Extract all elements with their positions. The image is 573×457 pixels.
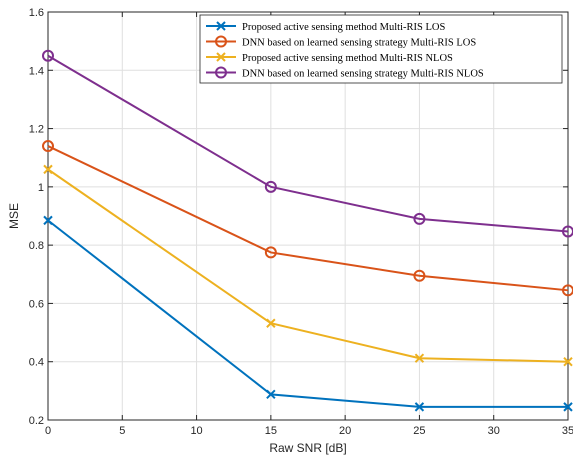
y-tick-label: 1.4 <box>29 65 44 77</box>
data-point <box>413 212 426 225</box>
y-tick-label: 0.6 <box>29 298 44 310</box>
x-tick-label: 30 <box>488 425 500 437</box>
legend-item: DNN based on learned sensing strategy Mu… <box>206 35 476 49</box>
legend-box <box>199 14 563 84</box>
legend-item: Proposed active sensing method Multi-RIS… <box>206 21 445 33</box>
series-layer <box>42 49 573 412</box>
data-point <box>42 140 54 153</box>
legend-marker <box>215 35 227 48</box>
data-point <box>563 357 573 367</box>
legend-label: DNN based on learned sensing strategy Mu… <box>242 69 484 80</box>
x-axis-label: Raw SNR [dB] <box>269 441 346 455</box>
legend-marker <box>216 52 226 62</box>
series-line <box>47 54 569 233</box>
data-point <box>413 269 426 282</box>
x-tick-label: 20 <box>339 425 351 437</box>
series-2 <box>42 140 573 297</box>
series-4 <box>42 49 573 238</box>
x-tick-label: 35 <box>562 425 573 437</box>
legend-marker <box>215 66 227 79</box>
data-point <box>266 318 276 328</box>
y-tick-label: 1.2 <box>29 124 44 136</box>
data-point <box>562 284 573 297</box>
data-point <box>42 49 54 62</box>
data-point <box>43 215 53 226</box>
data-point <box>264 180 277 193</box>
legend: Proposed active sensing method Multi-RIS… <box>199 14 563 84</box>
series-1 <box>43 215 573 412</box>
series-line <box>47 168 569 363</box>
legend-label: DNN based on learned sensing strategy Mu… <box>242 38 476 49</box>
legend-label: Proposed active sensing method Multi-RIS… <box>242 22 445 33</box>
x-tick-label: 0 <box>45 425 51 437</box>
data-point <box>264 246 277 259</box>
data-point <box>414 402 425 412</box>
series-line <box>47 219 568 408</box>
x-tick-label: 5 <box>119 425 125 437</box>
y-tick-label: 0.8 <box>29 240 44 252</box>
data-point <box>563 402 573 412</box>
x-tick-label: 10 <box>190 425 202 437</box>
legend-label: Proposed active sensing method Multi-RIS… <box>242 53 453 64</box>
data-point <box>43 164 53 175</box>
legend-marker <box>216 21 226 31</box>
series-3 <box>43 164 573 367</box>
y-tick-label: 0.2 <box>29 415 44 427</box>
y-tick-label: 0.4 <box>29 357 44 369</box>
axes-box <box>47 11 569 421</box>
y-axis-label: MSE <box>7 203 21 229</box>
x-tick-label: 25 <box>413 425 425 437</box>
series-line <box>47 145 569 292</box>
data-point <box>414 353 425 363</box>
x-tick-label: 15 <box>265 425 277 437</box>
legend-item: Proposed active sensing method Multi-RIS… <box>206 52 453 64</box>
y-tick-label: 1.6 <box>29 7 44 19</box>
axes: 0 5 10 15 20 25 30 35 0.2 0.4 0.6 0.8 1 1.2 1.4 1.6 <box>29 7 573 437</box>
legend-item: DNN based on learned sensing strategy Mu… <box>206 66 484 80</box>
y-tick-label: 1 <box>38 182 44 194</box>
data-point <box>266 389 276 400</box>
data-point <box>562 225 573 238</box>
